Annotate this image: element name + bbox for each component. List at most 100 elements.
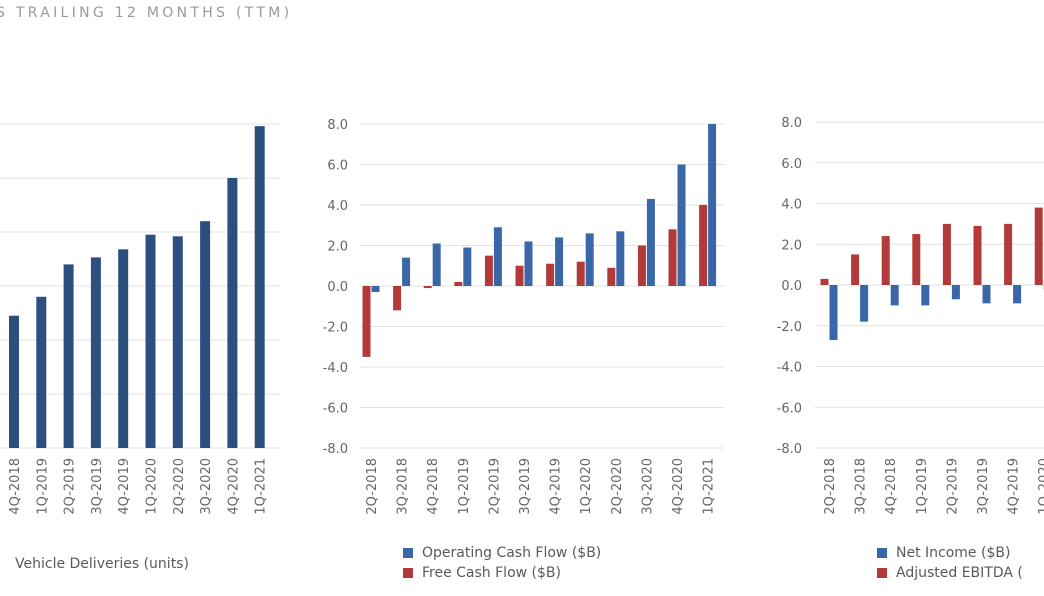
x-tick-label: 3Q-2019: [518, 458, 533, 515]
y-tick-label: 8.0: [781, 116, 802, 131]
bar-adjusted-ebitda-1q-2020: [1034, 207, 1043, 285]
bar-adjusted-ebitda-2q-2018: [820, 278, 829, 285]
bar-operating-cash-flow-b-1q-2019: [463, 247, 472, 286]
bar-operating-cash-flow-b-1q-2021: [708, 124, 717, 286]
bar-vehicle-deliveries-units-1q-2019: [36, 296, 47, 448]
legend-swatch-red: [403, 568, 413, 578]
x-tick-label: 1Q-2020: [1037, 458, 1044, 515]
x-tick-label: 4Q-2020: [671, 458, 686, 515]
bar-free-cash-flow-b-2q-2018: [362, 286, 371, 357]
bar-free-cash-flow-b-1q-2019: [454, 281, 463, 286]
bar-operating-cash-flow-b-3q-2018: [402, 257, 411, 286]
bar-net-income-b-4q-2019: [1013, 285, 1022, 304]
bar-operating-cash-flow-b-2q-2019: [493, 227, 502, 286]
x-tick-label: 3Q-2020: [199, 458, 214, 515]
y-tick-label: -2.0: [777, 320, 802, 335]
bar-adjusted-ebitda-2q-2019: [942, 223, 951, 285]
bar-adjusted-ebitda-3q-2018: [851, 254, 860, 285]
bar-net-income-b-4q-2018: [890, 285, 899, 306]
bar-free-cash-flow-b-4q-2019: [546, 263, 555, 286]
bar-adjusted-ebitda-3q-2019: [973, 225, 982, 285]
y-tick-label: -6.0: [323, 402, 348, 417]
bar-free-cash-flow-b-1q-2021: [699, 205, 708, 286]
bar-operating-cash-flow-b-4q-2019: [555, 237, 564, 286]
x-tick-label: 4Q-2018: [8, 458, 23, 515]
x-tick-label: 4Q-2020: [226, 458, 241, 515]
y-tick-label: -8.0: [323, 442, 348, 457]
legend-label: Free Cash Flow ($B): [422, 565, 561, 581]
legend-swatch-blue: [877, 548, 887, 558]
y-tick-label: 2.0: [327, 240, 348, 255]
bar-free-cash-flow-b-2q-2019: [484, 255, 493, 286]
bar-adjusted-ebitda-4q-2019: [1004, 223, 1013, 285]
x-tick-label: 1Q-2019: [915, 458, 930, 515]
bar-free-cash-flow-b-4q-2020: [668, 229, 677, 286]
bar-vehicle-deliveries-units-3q-2019: [90, 257, 101, 448]
x-tick-label: 3Q-2019: [90, 458, 105, 515]
bar-adjusted-ebitda-4q-2018: [881, 236, 890, 285]
y-tick-label: 2.0: [781, 238, 802, 253]
bar-vehicle-deliveries-units-1q-2020: [145, 234, 156, 448]
legend-item-net-income: Net Income ($B): [877, 545, 1010, 561]
bar-net-income-b-3q-2018: [860, 285, 869, 322]
bar-operating-cash-flow-b-2q-2020: [616, 231, 625, 286]
y-tick-label: -8.0: [777, 442, 802, 457]
bar-vehicle-deliveries-units-1q-2021: [254, 126, 265, 448]
x-tick-label: 1Q-2020: [145, 458, 160, 515]
bar-free-cash-flow-b-4q-2018: [423, 286, 432, 289]
x-tick-label: 1Q-2021: [254, 458, 269, 515]
x-tick-label: 4Q-2019: [549, 458, 564, 515]
bar-free-cash-flow-b-3q-2019: [515, 265, 524, 286]
bar-free-cash-flow-b-1q-2020: [576, 261, 585, 286]
bar-net-income-b-3q-2019: [982, 285, 991, 304]
bar-vehicle-deliveries-units-2q-2019: [63, 264, 74, 448]
chart-cash-flow: 8.0 6.0 4.0 2.0 0.0 -2.0 -4.0 -6.0 -8.0 2Q-2018 3Q…: [323, 118, 724, 515]
y-tick-label: -4.0: [777, 361, 802, 376]
bar-net-income-b-2q-2019: [951, 285, 960, 300]
y-tick-label: -2.0: [323, 321, 348, 336]
legend-label: Adjusted EBITDA (: [896, 565, 1023, 581]
bar-operating-cash-flow-b-2q-2018: [371, 286, 380, 293]
x-tick-label: 2Q-2020: [610, 458, 625, 515]
y-tick-label: 0.0: [781, 279, 802, 294]
x-tick-label: 1Q-2019: [457, 458, 472, 515]
x-tick-label: 2Q-2019: [945, 458, 960, 515]
x-tick-label: 1Q-2019: [35, 458, 50, 515]
legend-swatch-blue: [403, 548, 413, 558]
x-tick-label: 4Q-2019: [1007, 458, 1022, 515]
y-tick-label: 0.0: [327, 280, 348, 295]
bar-vehicle-deliveries-units-4q-2018: [9, 315, 19, 448]
y-tick-label: -6.0: [777, 401, 802, 416]
x-tick-label: 2Q-2018: [365, 458, 380, 515]
legend-item-adjusted-ebitda: Adjusted EBITDA (: [877, 565, 1023, 581]
y-tick-label: 4.0: [781, 198, 802, 213]
x-tick-label: 1Q-2020: [579, 458, 594, 515]
x-tick-label: 2Q-2019: [487, 458, 502, 515]
x-tick-label: 2Q-2018: [823, 458, 838, 515]
bar-vehicle-deliveries-units-2q-2020: [172, 236, 183, 448]
y-tick-label: 8.0: [327, 118, 348, 133]
y-tick-label: 6.0: [781, 157, 802, 172]
legend-item-vehicle-deliveries: Vehicle Deliveries (units): [15, 556, 189, 572]
bar-vehicle-deliveries-units-4q-2020: [227, 178, 238, 448]
bar-free-cash-flow-b-2q-2020: [607, 267, 616, 286]
bar-operating-cash-flow-b-3q-2020: [646, 198, 655, 286]
bar-operating-cash-flow-b-4q-2018: [432, 243, 441, 286]
bar-vehicle-deliveries-units-3q-2020: [200, 221, 211, 448]
chart-vehicle-deliveries: 4Q-2018 1Q-2019 2Q-2019 3Q-2019 4Q-2019 1Q-20…: [0, 123, 280, 515]
x-tick-label: 2Q-2020: [172, 458, 187, 515]
x-tick-label: 3Q-2018: [854, 458, 869, 515]
bar-free-cash-flow-b-3q-2018: [393, 286, 402, 311]
bar-net-income-b-1q-2019: [921, 285, 930, 306]
y-tick-label: 6.0: [327, 159, 348, 174]
x-tick-label: 3Q-2018: [396, 458, 411, 515]
bar-operating-cash-flow-b-4q-2020: [677, 164, 686, 286]
bar-operating-cash-flow-b-1q-2020: [585, 233, 594, 286]
y-tick-label: 4.0: [327, 199, 348, 214]
chart-net-income-ebitda: 8.0 6.0 4.0 2.0 0.0 -2.0 -4.0 -6.0 -8.0 2Q-2018 3Q…: [777, 116, 1044, 515]
legend-item-operating-cash-flow: Operating Cash Flow ($B): [403, 545, 601, 561]
y-tick-label: -4.0: [323, 361, 348, 376]
x-tick-label: 1Q-2021: [702, 458, 717, 515]
x-tick-label: 4Q-2019: [117, 458, 132, 515]
